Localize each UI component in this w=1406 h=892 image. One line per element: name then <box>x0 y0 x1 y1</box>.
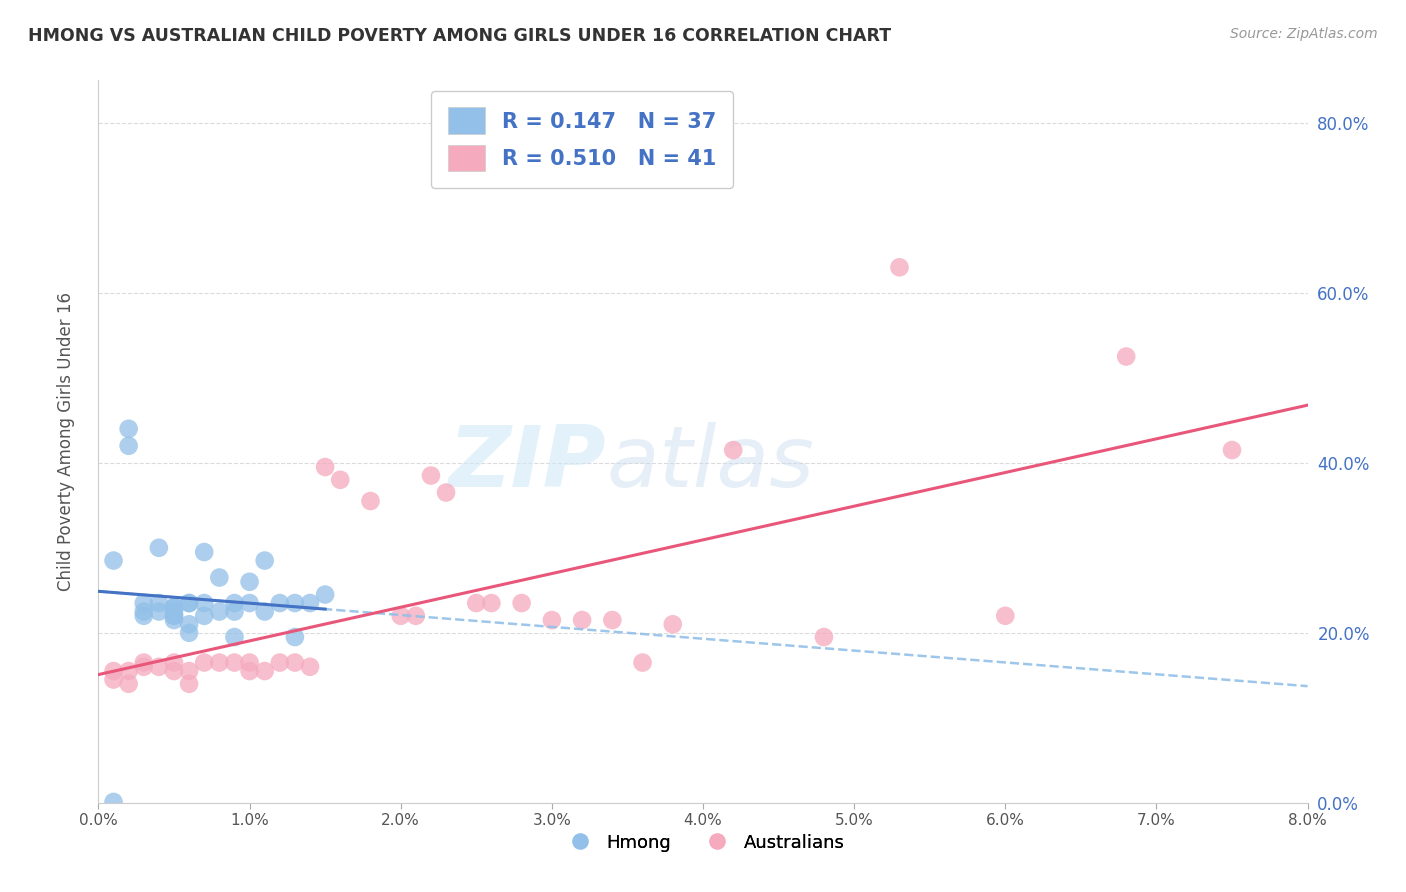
Point <box>118 439 141 453</box>
Point <box>132 596 155 610</box>
Point <box>889 260 911 275</box>
Legend: Hmong, Australians: Hmong, Australians <box>554 826 852 859</box>
Point <box>224 596 246 610</box>
Y-axis label: Child Poverty Among Girls Under 16: Child Poverty Among Girls Under 16 <box>56 292 75 591</box>
Point <box>132 605 155 619</box>
Point <box>179 596 201 610</box>
Point <box>602 613 624 627</box>
Point <box>148 596 170 610</box>
Point <box>661 617 683 632</box>
Point <box>360 494 382 508</box>
Point <box>269 596 291 610</box>
Point <box>193 596 215 610</box>
Point <box>179 677 201 691</box>
Point <box>103 553 125 567</box>
Point <box>193 608 215 623</box>
Point <box>329 473 352 487</box>
Point <box>239 656 262 670</box>
Point <box>208 605 231 619</box>
Point <box>571 613 593 627</box>
Point <box>253 553 276 567</box>
Point <box>179 596 201 610</box>
Point <box>103 795 125 809</box>
Point <box>253 664 276 678</box>
Point <box>284 596 307 610</box>
Point <box>132 608 155 623</box>
Point <box>163 608 186 623</box>
Point <box>299 596 322 610</box>
Point <box>253 605 276 619</box>
Point <box>405 608 427 623</box>
Point <box>284 656 307 670</box>
Point <box>239 664 262 678</box>
Point <box>163 605 186 619</box>
Point <box>163 608 186 623</box>
Point <box>631 656 654 670</box>
Point <box>299 660 322 674</box>
Point <box>163 600 186 615</box>
Point <box>148 541 170 555</box>
Text: HMONG VS AUSTRALIAN CHILD POVERTY AMONG GIRLS UNDER 16 CORRELATION CHART: HMONG VS AUSTRALIAN CHILD POVERTY AMONG … <box>28 27 891 45</box>
Point <box>163 656 186 670</box>
Text: atlas: atlas <box>606 422 814 505</box>
Point <box>132 660 155 674</box>
Point <box>314 588 336 602</box>
Point <box>179 625 201 640</box>
Point <box>163 600 186 615</box>
Point <box>224 630 246 644</box>
Point <box>723 443 745 458</box>
Point <box>314 460 336 475</box>
Point <box>193 545 215 559</box>
Point <box>118 664 141 678</box>
Point <box>118 422 141 436</box>
Point <box>284 630 307 644</box>
Point <box>239 596 262 610</box>
Point <box>148 660 170 674</box>
Point <box>179 617 201 632</box>
Point <box>269 656 291 670</box>
Point <box>540 613 562 627</box>
Point <box>994 608 1017 623</box>
Point <box>420 468 443 483</box>
Point <box>208 570 231 584</box>
Point <box>118 677 141 691</box>
Point <box>465 596 488 610</box>
Point <box>103 664 125 678</box>
Point <box>239 574 262 589</box>
Point <box>224 656 246 670</box>
Point <box>1220 443 1243 458</box>
Text: ZIP: ZIP <box>449 422 606 505</box>
Point <box>132 656 155 670</box>
Point <box>193 656 215 670</box>
Point <box>163 664 186 678</box>
Point <box>510 596 533 610</box>
Point <box>813 630 835 644</box>
Point <box>163 613 186 627</box>
Point <box>389 608 412 623</box>
Point <box>148 605 170 619</box>
Point <box>103 673 125 687</box>
Point <box>434 485 457 500</box>
Point <box>208 656 231 670</box>
Point <box>224 605 246 619</box>
Point <box>481 596 503 610</box>
Text: Source: ZipAtlas.com: Source: ZipAtlas.com <box>1230 27 1378 41</box>
Point <box>1115 350 1137 364</box>
Point <box>179 664 201 678</box>
